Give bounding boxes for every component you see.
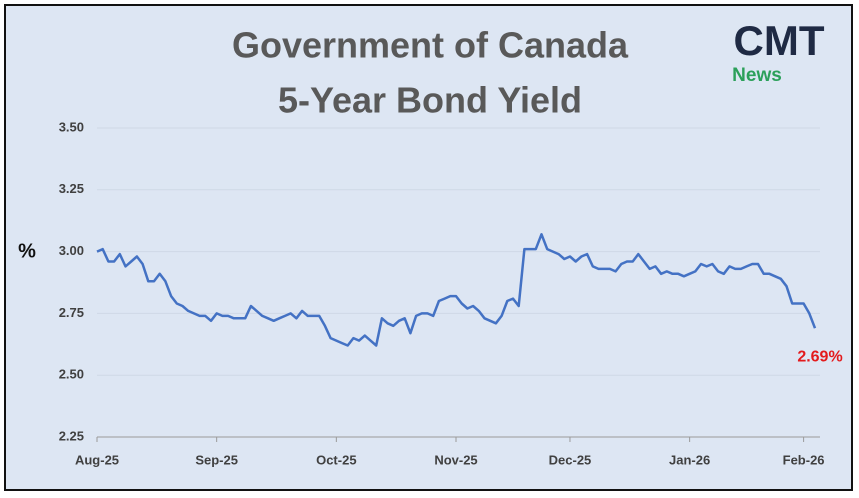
chart-title: 5-Year Bond Yield [278, 80, 582, 121]
y-axis-label: % [18, 240, 36, 262]
x-tick-label: Jan-26 [669, 452, 710, 467]
logo-subtext: News [732, 65, 782, 86]
y-tick-label: 3.25 [59, 181, 84, 196]
value-label: 2.69% [797, 348, 842, 365]
y-tick-label: 2.25 [59, 428, 84, 443]
x-tick-label: Aug-25 [75, 452, 119, 467]
x-tick-label: Feb-26 [783, 452, 825, 467]
chart-title: Government of Canada [232, 25, 629, 66]
y-tick-label: 2.75 [59, 305, 84, 320]
x-tick-label: Dec-25 [549, 452, 592, 467]
y-tick-label: 3.00 [59, 243, 84, 258]
x-tick-label: Sep-25 [195, 452, 238, 467]
x-tick-label: Nov-25 [434, 452, 477, 467]
x-tick-label: Oct-25 [316, 452, 356, 467]
y-tick-label: 2.50 [59, 367, 84, 382]
chart-frame [4, 4, 853, 491]
y-tick-label: 3.50 [59, 119, 84, 134]
line [96, 233, 817, 347]
logo: CMT [734, 17, 825, 64]
